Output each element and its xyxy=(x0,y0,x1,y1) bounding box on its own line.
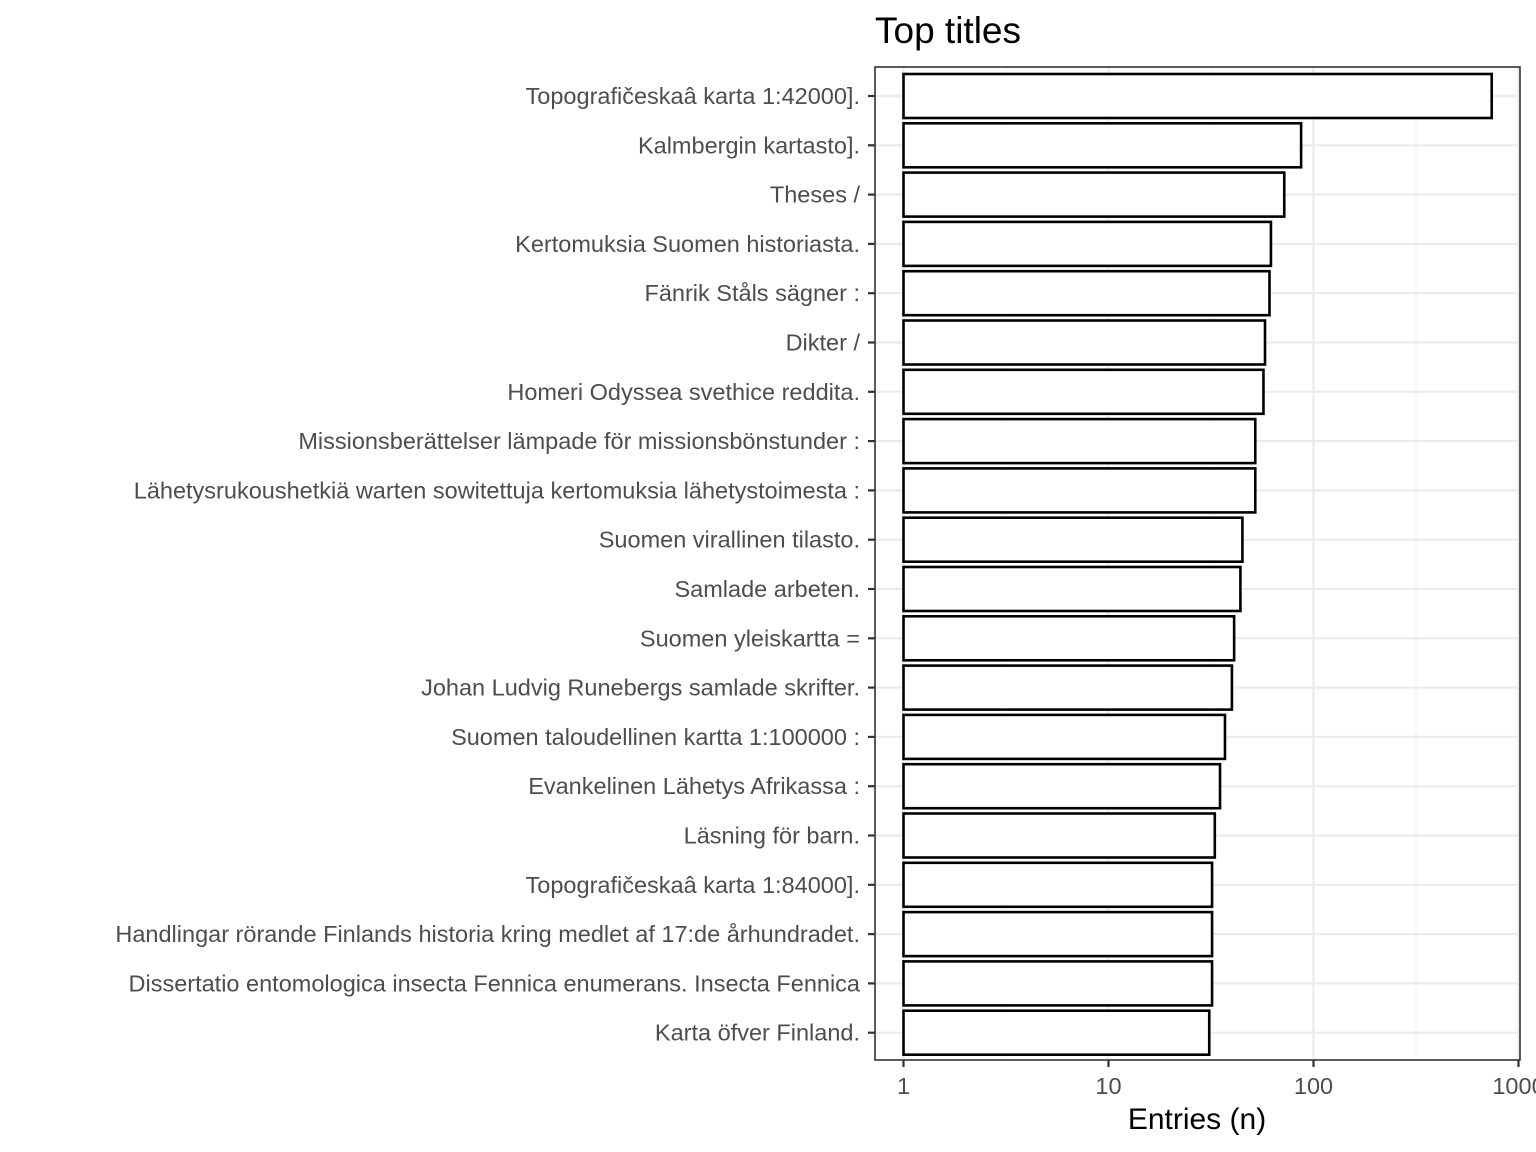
bar xyxy=(902,565,1242,613)
bar xyxy=(902,1009,1211,1057)
bar xyxy=(902,467,1257,514)
y-tick-label: Topografičeskaâ karta 1:84000]. xyxy=(526,872,860,898)
y-tick-label: Lähetysrukoushetkiä warten sowitettuja k… xyxy=(134,477,860,503)
bar xyxy=(902,812,1217,859)
y-tick-label: Suomen yleiskartta = xyxy=(640,625,860,651)
y-tick-label: Dissertatio entomologica insecta Fennica… xyxy=(129,970,861,996)
bar xyxy=(902,417,1257,465)
bars xyxy=(902,72,1493,1057)
bar xyxy=(902,861,1214,909)
y-tick-label: Topografičeskaâ karta 1:42000]. xyxy=(526,83,860,109)
bar xyxy=(902,516,1244,564)
bar xyxy=(902,72,1493,120)
bar xyxy=(902,614,1236,662)
y-tick-label: Läsning för barn. xyxy=(684,823,860,849)
bar xyxy=(902,368,1265,416)
y-tick-label: Dikter / xyxy=(786,330,861,356)
x-tick-label: 10 xyxy=(1095,1073,1121,1099)
y-tick-label: Suomen virallinen tilasto. xyxy=(599,527,860,553)
y-tick-label: Homeri Odyssea svethice reddita. xyxy=(507,379,860,405)
y-tick-label: Karta öfver Finland. xyxy=(655,1020,860,1046)
x-tick-label: 1 xyxy=(897,1073,910,1099)
x-tick-label: 1000 xyxy=(1492,1073,1536,1099)
bar xyxy=(902,664,1234,711)
bar xyxy=(902,171,1286,218)
bar xyxy=(902,269,1271,317)
bar xyxy=(902,910,1214,958)
y-tick-label: Handlingar rörande Finlands historia kri… xyxy=(115,921,860,947)
bar xyxy=(902,220,1273,268)
y-tick-label: Samlade arbeten. xyxy=(674,576,860,602)
x-tick-label: 100 xyxy=(1294,1073,1333,1099)
bar xyxy=(902,713,1227,761)
y-tick-label: Kertomuksia Suomen historiasta. xyxy=(515,231,860,257)
x-axis: 1 10 100 1000 xyxy=(897,1060,1536,1099)
bar xyxy=(902,960,1214,1007)
y-axis: Topografičeskaâ karta 1:42000]. Kalmbergi… xyxy=(115,83,875,1046)
y-tick-label: Kalmbergin kartasto]. xyxy=(638,132,860,158)
bar xyxy=(902,122,1303,169)
panel-border xyxy=(874,66,1521,1061)
y-tick-label: Suomen taloudellinen kartta 1:100000 : xyxy=(451,724,860,750)
bar xyxy=(902,319,1267,366)
chart-title: Top titles xyxy=(875,10,1021,51)
y-tick-label: Theses / xyxy=(770,182,861,208)
x-axis-title: Entries (n) xyxy=(1128,1103,1266,1136)
y-tick-label: Johan Ludvig Runebergs samlade skrifter. xyxy=(421,675,860,701)
y-tick-label: Fänrik Ståls sägner : xyxy=(644,280,860,306)
y-tick-label: Evankelinen Lähetys Afrikassa : xyxy=(528,773,860,799)
bar xyxy=(902,762,1222,810)
y-tick-label: Missionsberättelser lämpade för missions… xyxy=(298,428,860,454)
